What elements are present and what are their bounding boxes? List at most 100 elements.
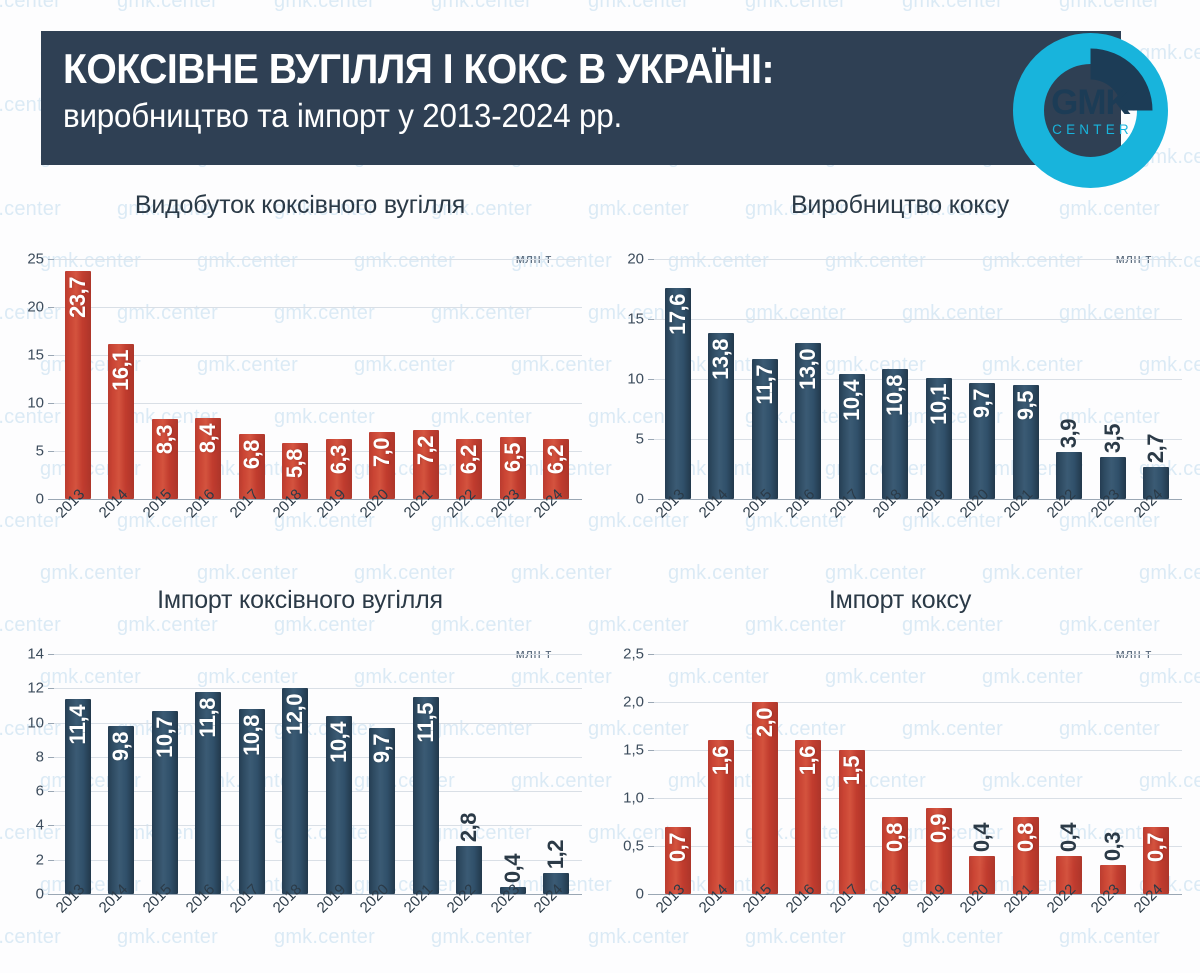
bar[interactable]: 0,3 <box>1099 832 1126 894</box>
bar[interactable]: 0,7 <box>664 826 691 894</box>
bar[interactable]: 2,8 <box>456 813 483 894</box>
bar[interactable]: 6,2 <box>456 439 483 499</box>
y-axis-tick-label: 25 <box>27 250 44 268</box>
gridline <box>52 403 582 404</box>
bar[interactable]: 3,5 <box>1099 424 1126 499</box>
bar[interactable]: 7,0 <box>369 431 396 499</box>
bar[interactable]: 8,3 <box>151 419 178 499</box>
bar[interactable]: 13,0 <box>795 343 822 499</box>
bar-slot: 0,9 <box>917 654 961 894</box>
bar[interactable]: 1,2 <box>543 840 570 894</box>
bar[interactable]: 11,4 <box>64 698 91 894</box>
bar[interactable]: 10,4 <box>838 374 865 499</box>
x-axis-tick-label: 2014 <box>696 881 744 960</box>
bar[interactable]: 6,8 <box>238 433 265 499</box>
bar-value-label: 6,8 <box>238 439 264 469</box>
bar[interactable]: 17,6 <box>664 287 691 499</box>
bar-value-label: 3,9 <box>1056 419 1082 449</box>
y-axis-tick <box>48 722 54 724</box>
bar-slot: 1,2 <box>535 654 579 894</box>
bar-slot: 2,0 <box>743 654 787 894</box>
bar[interactable]: 9,8 <box>108 726 135 894</box>
bar[interactable]: 0,4 <box>1056 823 1083 894</box>
x-axis-tick-label: 2016 <box>783 881 831 960</box>
bar-slot: 9,7 <box>361 654 405 894</box>
gridline <box>52 654 582 655</box>
x-axis-tick-label: 2020 <box>957 881 1005 960</box>
bar-slot: 9,8 <box>100 654 144 894</box>
y-axis-tick <box>48 825 54 827</box>
bar[interactable]: 11,5 <box>412 696 439 894</box>
bar[interactable]: 6,2 <box>543 439 570 499</box>
logo-ring-icon <box>1013 33 1168 188</box>
gridline <box>52 722 582 724</box>
bar[interactable]: 0,4 <box>969 823 996 894</box>
bar[interactable]: 0,4 <box>499 854 526 894</box>
plot-area: 0 0,5 1,0 1,5 2,0 2,5 0,7 1,6 2,0 1,6 1,5 0,8 0,9 0,4… <box>600 646 1200 917</box>
bar-value-label: 7,0 <box>369 437 395 467</box>
bar-value-label: 0,4 <box>499 854 525 884</box>
bar[interactable]: 9,5 <box>1012 385 1039 499</box>
bar[interactable]: 13,8 <box>708 333 735 499</box>
bar-value-label: 13,0 <box>795 349 821 390</box>
y-axis-tick <box>48 451 54 452</box>
bar[interactable]: 0,8 <box>1012 817 1039 894</box>
bar[interactable]: 12,0 <box>282 688 309 894</box>
bar-slot: 1,5 <box>830 654 874 894</box>
bar[interactable]: 23,7 <box>64 271 91 499</box>
bar[interactable]: 3,9 <box>1056 419 1083 499</box>
bar-slot: 2,7 <box>1135 259 1179 499</box>
bar[interactable]: 9,7 <box>969 382 996 499</box>
bar[interactable]: 7,2 <box>412 429 439 499</box>
bar-slot: 9,7 <box>961 259 1005 499</box>
bar-value-label: 6,2 <box>543 445 569 475</box>
y-axis-tick <box>648 846 654 847</box>
x-axis-tick-label: 2013 <box>652 881 700 960</box>
bar[interactable]: 10,4 <box>325 715 352 894</box>
gridline <box>652 750 1182 751</box>
bar[interactable]: 8,4 <box>195 418 222 499</box>
chart-2: Виробництво коксу млн т 0 5 10 15 20 17,6 13,8 11… <box>600 175 1200 570</box>
y-axis-tick-label: 14 <box>27 645 44 663</box>
y-axis-tick-label: 0 <box>35 490 44 508</box>
y-axis-tick-label: 0,5 <box>623 837 644 855</box>
gridline <box>652 798 1182 799</box>
bar-slot: 6,3 <box>317 259 361 499</box>
y-axis-tick <box>648 702 654 703</box>
bar[interactable]: 11,8 <box>195 691 222 894</box>
bar[interactable]: 16,1 <box>108 344 135 499</box>
bar[interactable]: 6,5 <box>499 436 526 499</box>
bar-value-label: 7,2 <box>412 435 438 465</box>
bar[interactable]: 1,6 <box>708 740 735 894</box>
bar[interactable]: 2,7 <box>1143 434 1170 499</box>
bar[interactable]: 11,7 <box>751 358 778 499</box>
bar[interactable]: 10,8 <box>238 708 265 894</box>
bar-value-label: 1,5 <box>838 756 864 786</box>
bar[interactable]: 5,8 <box>282 443 309 499</box>
x-axis-tick-label: 2013 <box>52 881 100 960</box>
gridline <box>652 319 1182 320</box>
bar-value-label: 11,8 <box>195 697 221 738</box>
bar[interactable]: 1,5 <box>838 750 865 894</box>
bar-slot: 0,7 <box>1135 654 1179 894</box>
bar[interactable]: 10,7 <box>151 710 178 894</box>
bar[interactable]: 10,1 <box>925 377 952 499</box>
bar[interactable]: 6,3 <box>325 438 352 499</box>
bar[interactable]: 2,0 <box>751 702 778 894</box>
y-axis-tick-label: 2,0 <box>623 693 644 711</box>
gmk-center-logo: GMK CENTER <box>1013 33 1168 188</box>
x-axis-tick-label: 2019 <box>913 486 961 565</box>
y-axis-tick-label: 1,0 <box>623 789 644 807</box>
bar[interactable]: 10,8 <box>882 369 909 499</box>
bar[interactable]: 0,9 <box>925 807 952 894</box>
bar[interactable]: 0,7 <box>1143 826 1170 894</box>
bar[interactable]: 1,6 <box>795 740 822 894</box>
bar[interactable]: 9,7 <box>369 727 396 894</box>
y-axis-tick <box>48 894 54 895</box>
y-axis-tick-label: 2,5 <box>623 645 644 663</box>
x-axis-tick-label: 2014 <box>96 881 144 960</box>
gridline <box>52 791 582 793</box>
y-axis-tick <box>48 355 54 356</box>
y-axis-tick <box>48 259 54 260</box>
bar[interactable]: 0,8 <box>882 817 909 894</box>
